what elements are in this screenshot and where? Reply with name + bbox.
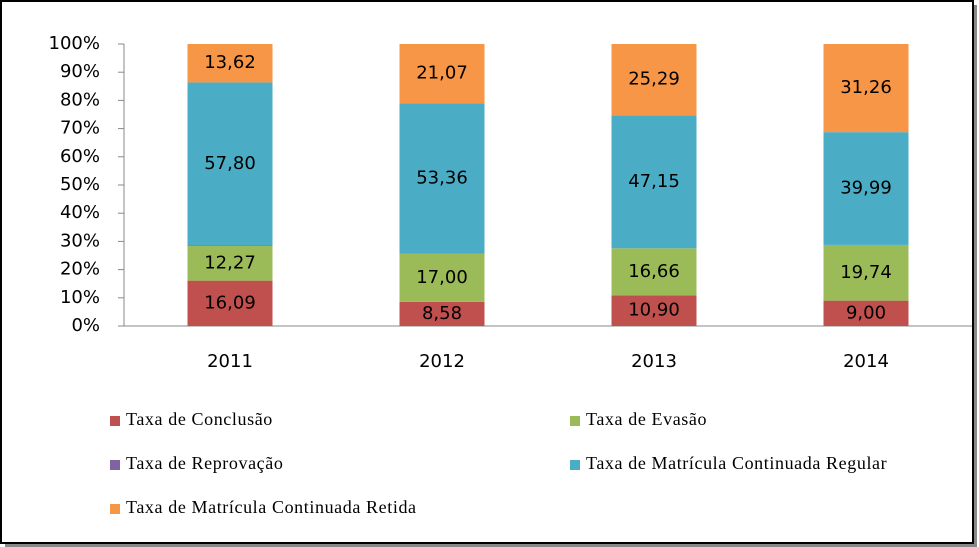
- legend-label: Taxa de Reprovação: [126, 453, 283, 473]
- y-tick-label: 0%: [71, 315, 100, 336]
- bar-segment: [187, 246, 273, 281]
- legend-label: Taxa de Conclusão: [126, 409, 273, 429]
- y-tick-label: 80%: [60, 89, 100, 110]
- legend-swatch: [110, 504, 120, 514]
- data-label: 25,29: [628, 69, 680, 90]
- data-label: 8,58: [422, 303, 462, 324]
- y-tick-label: 50%: [60, 174, 100, 195]
- y-tick-label: 10%: [60, 287, 100, 308]
- x-tick-label: 2013: [631, 351, 677, 372]
- bar-segment: [611, 44, 697, 116]
- bar-segment: [611, 115, 697, 249]
- bar-segment: [399, 253, 485, 302]
- data-label: 19,74: [840, 262, 892, 283]
- data-label: 17,00: [416, 267, 468, 288]
- y-tick-label: 70%: [60, 118, 100, 139]
- bar-segment: [611, 248, 697, 296]
- bar-segment: [399, 103, 485, 254]
- data-label: 10,90: [628, 300, 680, 321]
- x-tick-label: 2014: [843, 351, 889, 372]
- x-tick-label: 2011: [207, 351, 253, 372]
- data-label: 16,09: [204, 292, 256, 313]
- data-label: 53,36: [416, 168, 468, 189]
- data-label: 39,99: [840, 178, 892, 199]
- bar-segment: [187, 44, 273, 83]
- y-tick-label: 40%: [60, 202, 100, 223]
- y-tick-label: 100%: [49, 33, 100, 54]
- bar-segment: [399, 301, 485, 326]
- bar-segment: [823, 132, 909, 245]
- x-tick-label: 2012: [419, 351, 465, 372]
- data-label: 12,27: [204, 252, 256, 273]
- y-tick-label: 60%: [60, 146, 100, 167]
- y-tick-label: 90%: [60, 61, 100, 82]
- bar-segment: [823, 244, 909, 301]
- legend-swatch: [570, 460, 580, 470]
- legend-swatch: [110, 460, 120, 470]
- data-label: 16,66: [628, 261, 680, 282]
- data-label: 31,26: [840, 77, 892, 98]
- data-label: 21,07: [416, 63, 468, 84]
- legend-label: Taxa de Evasão: [586, 409, 707, 429]
- legend-label: Taxa de Matrícula Continuada Retida: [126, 497, 417, 517]
- data-label: 13,62: [204, 52, 256, 73]
- y-tick-label: 20%: [60, 259, 100, 280]
- data-label: 9,00: [846, 302, 886, 323]
- bar-segment: [187, 245, 273, 247]
- legend-label: Taxa de Matrícula Continuada Regular: [586, 453, 887, 473]
- data-label: 47,15: [628, 171, 680, 192]
- bar-segment: [187, 280, 273, 326]
- bar-segment: [399, 43, 485, 104]
- legend-swatch: [570, 416, 580, 426]
- bar-segment: [611, 295, 697, 326]
- bar-segment: [187, 82, 273, 246]
- legend-swatch: [110, 416, 120, 426]
- data-label: 57,80: [204, 153, 256, 174]
- y-tick-label: 30%: [60, 230, 100, 251]
- bar-segment: [823, 44, 909, 133]
- bar-segment: [823, 300, 909, 326]
